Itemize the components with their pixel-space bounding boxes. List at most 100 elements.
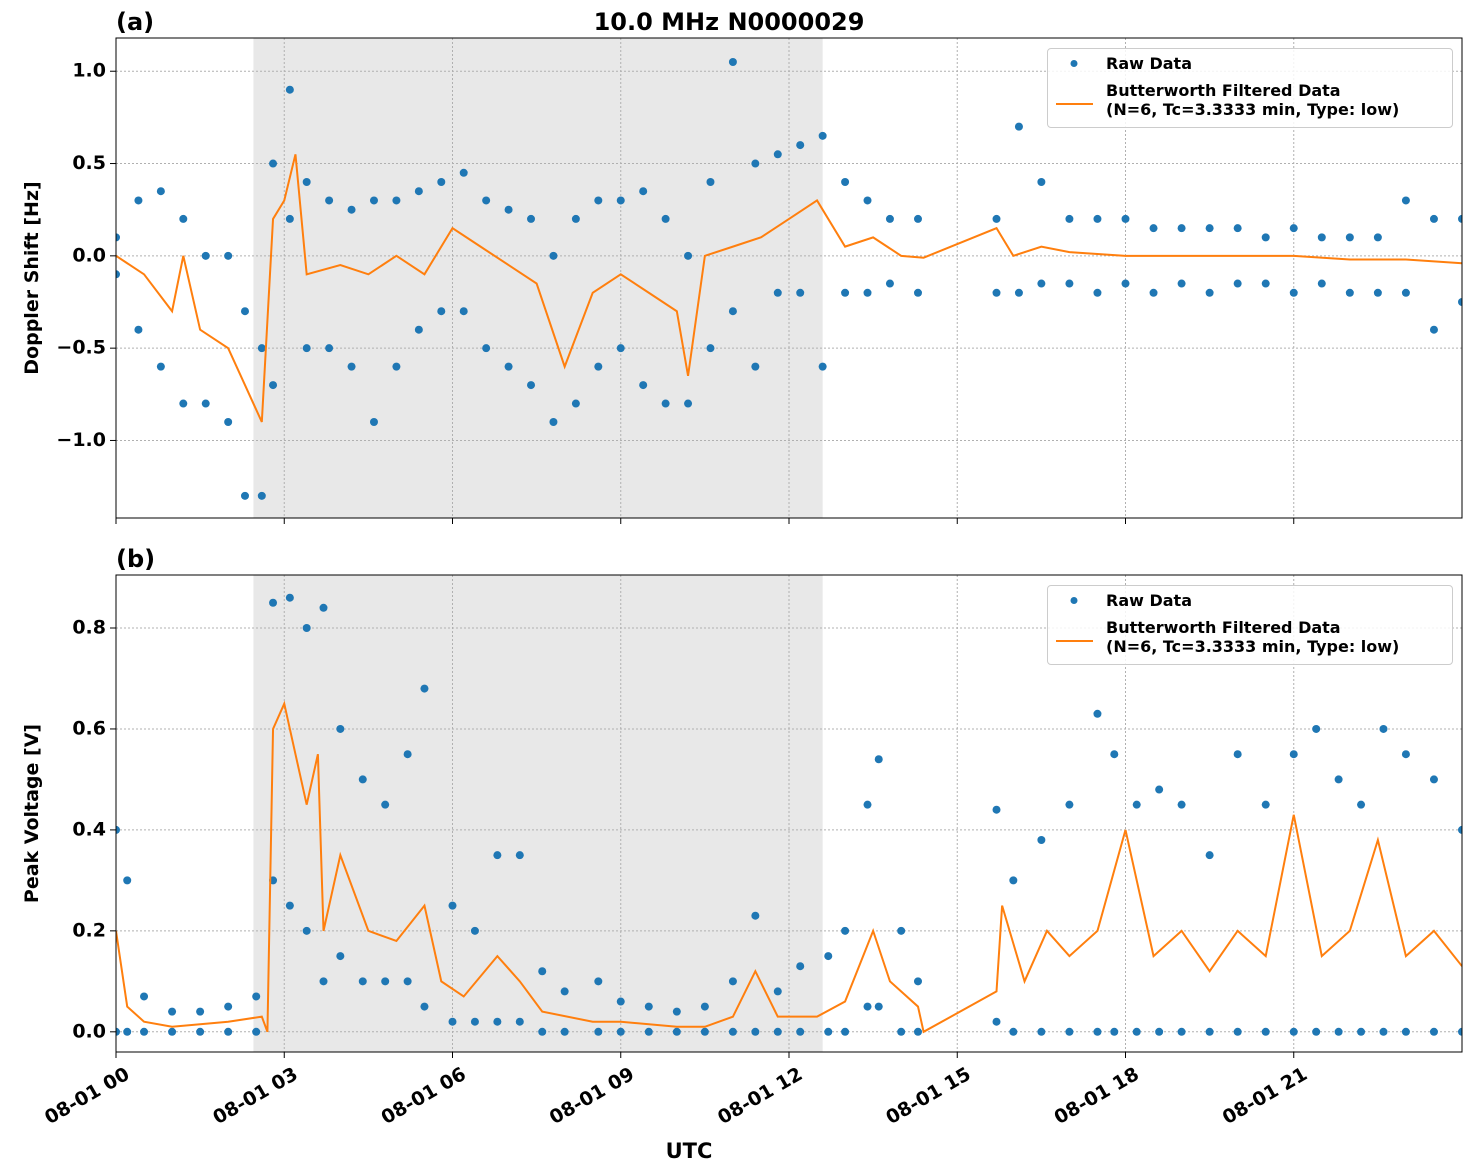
raw-point: [1289, 224, 1298, 233]
filtered-line: [116, 700, 1462, 1034]
raw-point: [728, 307, 737, 316]
raw-point: [700, 1002, 709, 1011]
raw-point: [672, 1007, 681, 1016]
x-tick-label: 08-01 18: [1051, 1063, 1143, 1129]
raw-point: [639, 381, 648, 390]
raw-point: [302, 178, 311, 186]
raw-point: [1149, 224, 1158, 233]
raw-point: [1093, 1027, 1102, 1036]
raw-point: [1317, 279, 1326, 288]
raw-point: [381, 800, 390, 809]
raw-point: [1037, 279, 1046, 288]
raw-point: [392, 196, 401, 205]
raw-point: [504, 205, 513, 214]
legend-swatch: [1070, 597, 1078, 604]
raw-point: [116, 233, 120, 242]
raw-point: [841, 926, 850, 935]
raw-point: [414, 187, 423, 196]
raw-point: [571, 214, 580, 223]
raw-point: [1205, 1027, 1214, 1036]
raw-point: [818, 362, 827, 371]
raw-point: [1261, 279, 1270, 288]
raw-point: [1401, 750, 1410, 759]
raw-point: [437, 307, 446, 316]
x-tick-label: 08-01 12: [714, 1063, 806, 1129]
raw-point: [885, 279, 894, 288]
raw-point: [1429, 325, 1438, 334]
raw-point: [571, 399, 580, 408]
raw-point: [897, 1027, 906, 1036]
raw-point: [470, 1017, 479, 1026]
plot-area: [116, 593, 1462, 1036]
y-axis-label: Doppler Shift [Hz]: [21, 181, 43, 374]
raw-point: [706, 178, 715, 186]
raw-point: [325, 344, 334, 353]
raw-point: [285, 593, 294, 602]
raw-point: [773, 1027, 782, 1036]
raw-point: [414, 325, 423, 334]
raw-point: [493, 851, 502, 860]
raw-point: [482, 344, 491, 353]
raw-point: [257, 491, 266, 500]
raw-point: [560, 1027, 569, 1036]
raw-point: [1289, 750, 1298, 759]
raw-point: [196, 1007, 205, 1016]
legend-label: Raw Data: [1106, 591, 1192, 610]
raw-point: [594, 196, 603, 205]
raw-point: [269, 159, 278, 168]
raw-point: [1065, 1027, 1074, 1036]
raw-point: [1334, 775, 1343, 784]
raw-point: [527, 381, 536, 390]
raw-point: [684, 251, 693, 260]
raw-point: [874, 1002, 883, 1011]
raw-point: [285, 901, 294, 910]
raw-point: [1014, 288, 1023, 297]
raw-point: [347, 362, 356, 371]
axes-frame: [115, 37, 1463, 519]
raw-point: [420, 684, 429, 693]
raw-point: [403, 750, 412, 759]
raw-point: [1233, 750, 1242, 759]
x-tick-label: 08-01 00: [41, 1063, 133, 1129]
panel-label: (a): [116, 8, 154, 36]
raw-point: [706, 344, 715, 353]
raw-point: [992, 214, 1001, 223]
raw-point: [168, 1007, 177, 1016]
raw-point: [1345, 288, 1354, 297]
raw-point: [156, 187, 165, 196]
raw-point: [1132, 800, 1141, 809]
raw-point: [403, 977, 412, 986]
raw-point: [1177, 800, 1186, 809]
raw-point: [616, 997, 625, 1006]
raw-point: [594, 977, 603, 986]
raw-point: [319, 603, 328, 612]
raw-point: [196, 1027, 205, 1036]
raw-point: [1037, 836, 1046, 844]
raw-point: [1037, 178, 1046, 186]
raw-point: [751, 1027, 760, 1036]
raw-point: [1261, 1027, 1270, 1036]
raw-point: [1177, 279, 1186, 288]
raw-point: [179, 399, 188, 408]
raw-point: [1289, 1027, 1298, 1036]
shaded-span: [253, 38, 823, 518]
y-tick-label: 0.0: [72, 1020, 106, 1042]
raw-point: [1093, 288, 1102, 297]
raw-point: [1261, 800, 1270, 809]
raw-point: [116, 1027, 120, 1036]
raw-point: [913, 288, 922, 297]
x-tick-label: 08-01 06: [378, 1063, 470, 1129]
y-tick-label: −0.5: [56, 337, 106, 359]
raw-point: [140, 992, 149, 1001]
raw-point: [269, 381, 278, 390]
raw-point: [448, 1017, 457, 1026]
raw-point: [1205, 851, 1214, 860]
raw-point: [684, 399, 693, 408]
x-axis-label: UTC: [666, 1139, 713, 1163]
raw-point: [1121, 214, 1130, 223]
raw-point: [1458, 214, 1462, 223]
raw-point: [1317, 233, 1326, 242]
raw-point: [1429, 1027, 1438, 1036]
